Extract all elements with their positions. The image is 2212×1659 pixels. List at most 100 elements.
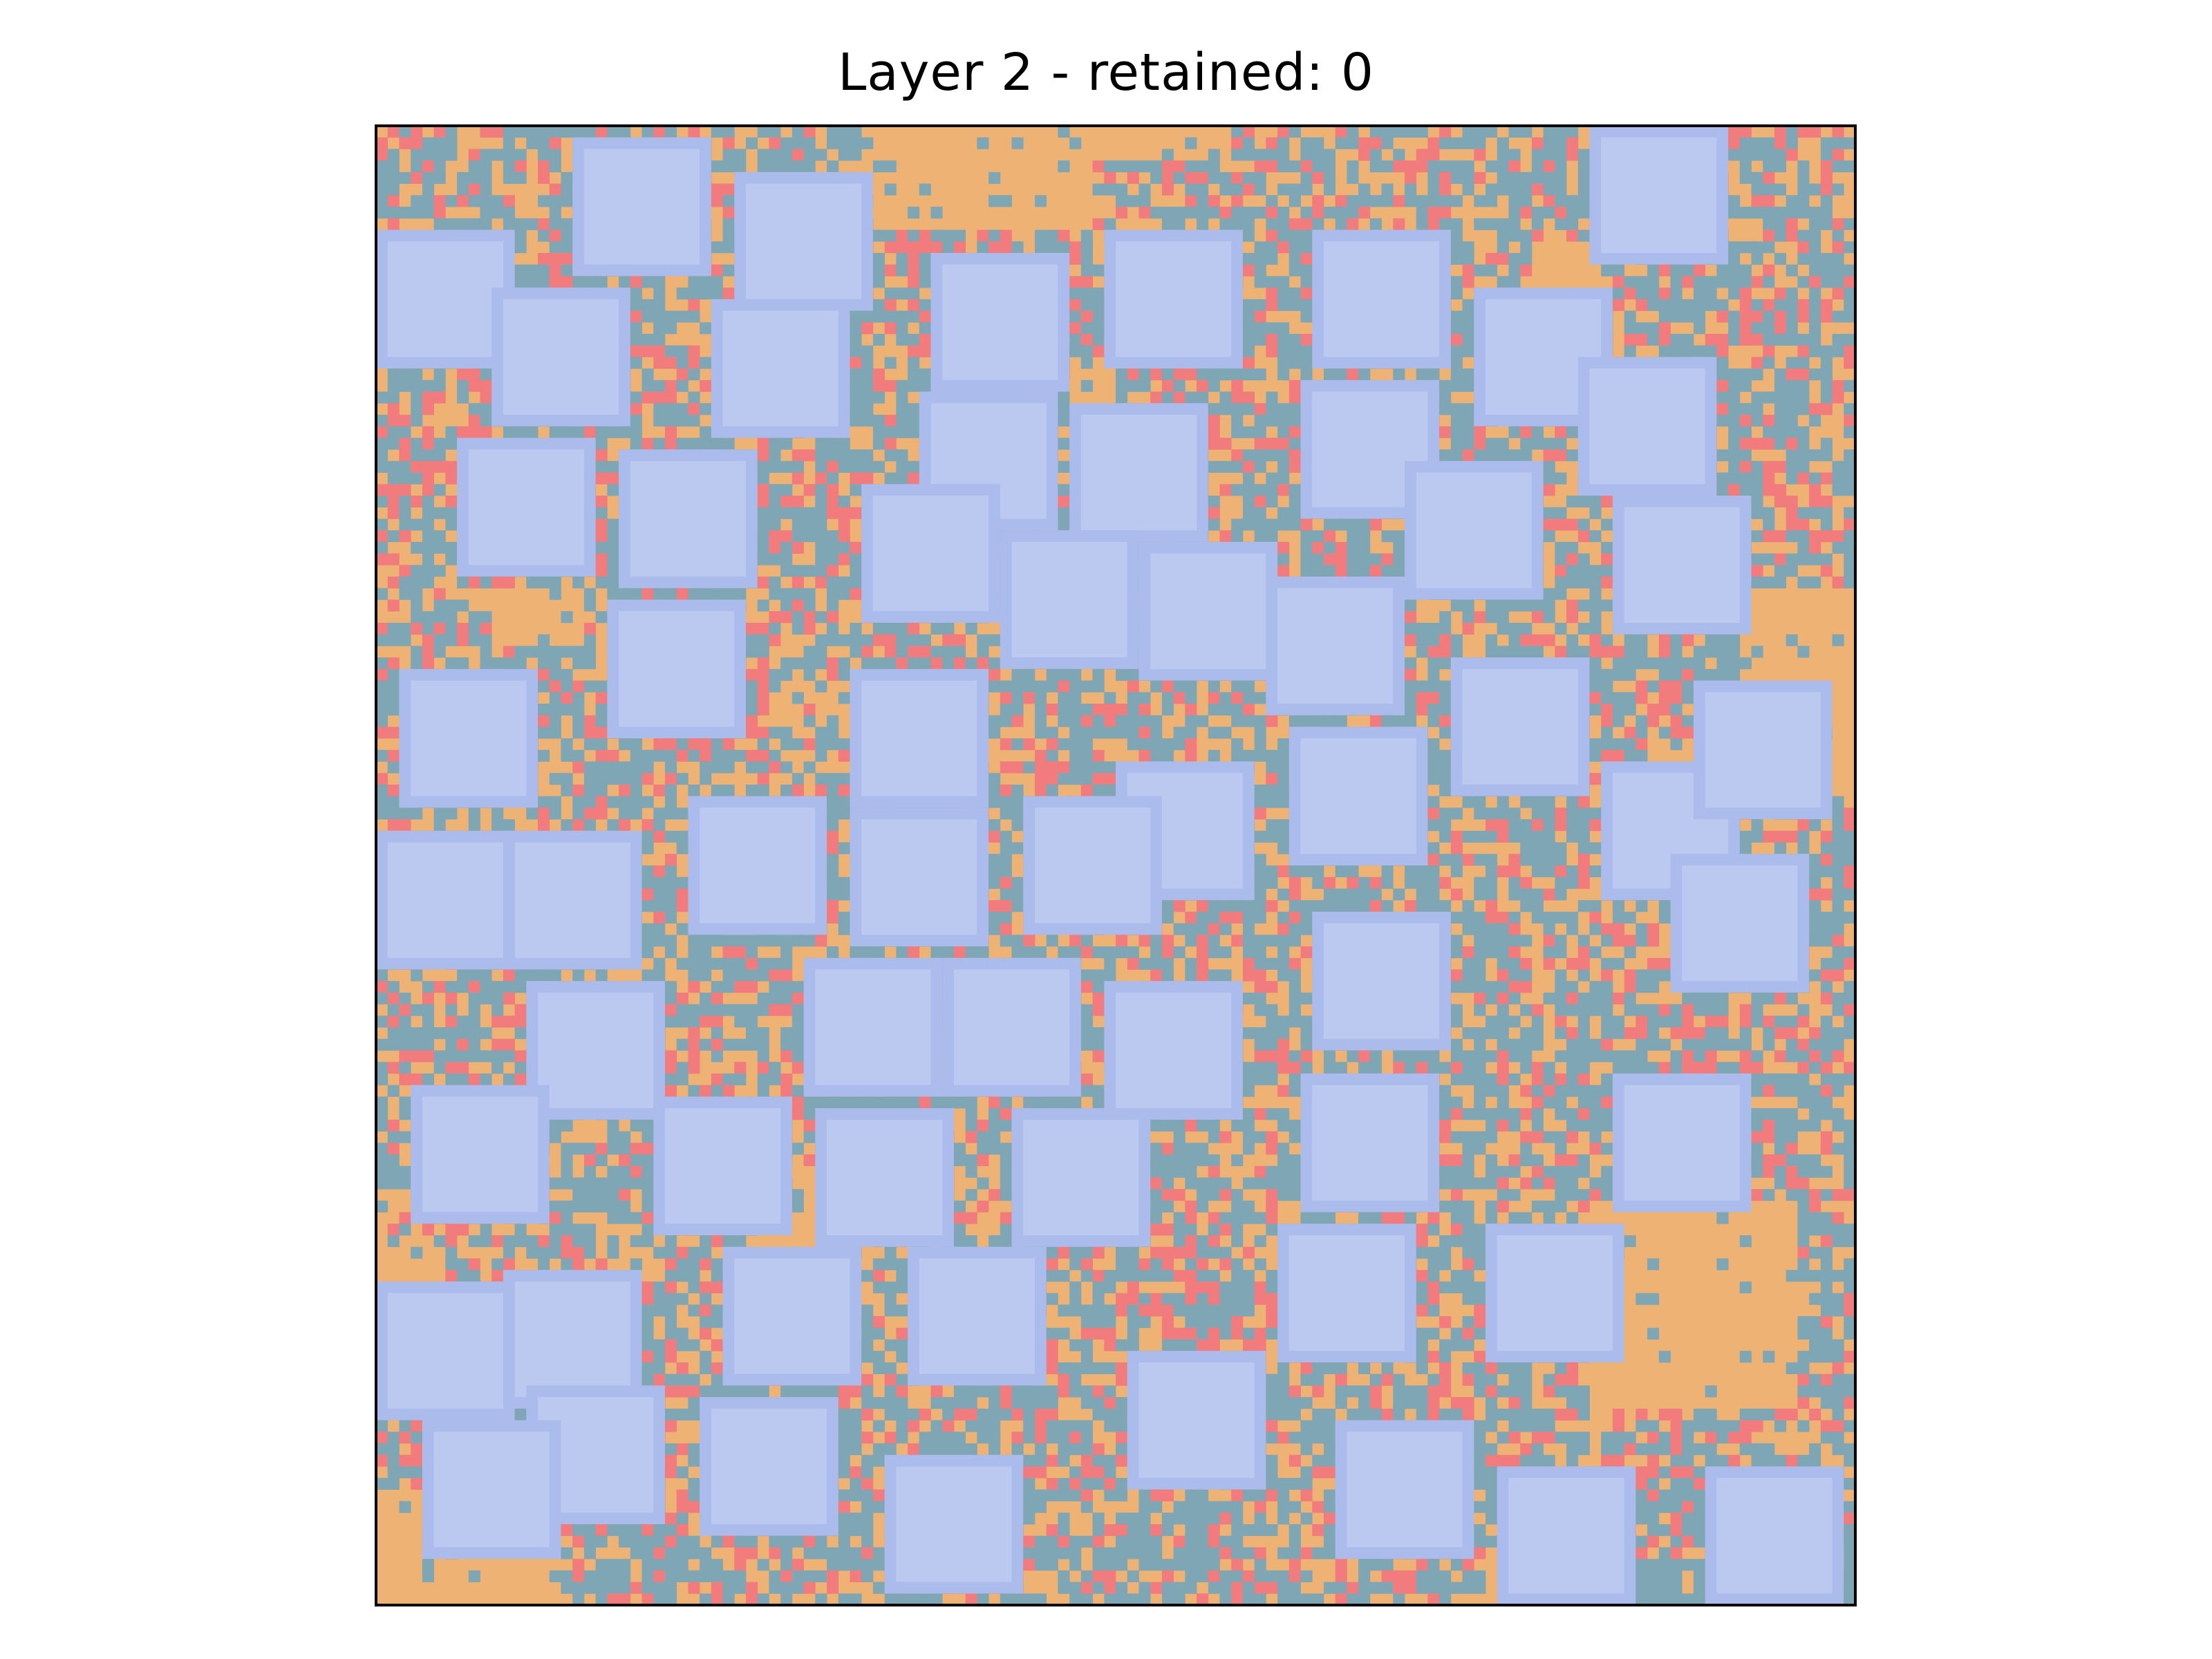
teal-cell-run (376, 807, 423, 820)
red-cell-run (1555, 646, 1567, 658)
red-cell-run (1185, 1212, 1197, 1224)
red-cell-run (1254, 1165, 1266, 1178)
red-cell-run (1277, 565, 1290, 577)
teal-cell-run (815, 449, 874, 462)
teal-cell-run (977, 1177, 989, 1190)
teal-cell-run (1080, 969, 1116, 982)
red-cell-run (1601, 496, 1613, 508)
red-cell-run (1555, 1073, 1567, 1086)
teal-cell-run (1751, 391, 1810, 404)
teal-cell-run (526, 137, 550, 149)
red-cell-run (549, 1212, 561, 1224)
teal-cell-run (1555, 935, 1567, 947)
red-cell-run (1566, 599, 1579, 612)
teal-cell-run (1058, 126, 1070, 138)
teal-cell-run (1751, 322, 1775, 335)
teal-cell-run (1058, 160, 1070, 173)
teal-cell-run (1127, 703, 1139, 716)
red-cell-run (1566, 229, 1579, 242)
red-cell-run (1647, 935, 1660, 947)
teal-cell-run (595, 715, 608, 727)
teal-cell-run (676, 357, 688, 369)
teal-cell-run (1785, 126, 1798, 138)
teal-cell-run (376, 541, 388, 554)
red-cell-run (1751, 276, 1763, 288)
red-cell-run (1254, 1293, 1278, 1305)
teal-cell-run (491, 1062, 504, 1074)
teal-cell-run (1427, 842, 1440, 854)
red-cell-run (1658, 634, 1671, 646)
teal-cell-run (1763, 1027, 1775, 1040)
red-cell-run (1658, 1004, 1671, 1016)
red-cell-run (1277, 1038, 1290, 1051)
teal-cell-run (1300, 541, 1313, 554)
teal-cell-run (641, 276, 666, 288)
teal-cell-run (896, 391, 908, 404)
teal-cell-run (1266, 1281, 1278, 1293)
red-cell-run (1219, 1224, 1232, 1236)
teal-cell-run (1254, 727, 1266, 739)
teal-cell-run (1555, 1004, 1613, 1016)
teal-cell-run (1543, 923, 1555, 935)
teal-cell-run (1635, 981, 1660, 993)
red-cell-run (1138, 703, 1151, 716)
teal-cell-run (1150, 1200, 1174, 1212)
red-cell-run (722, 288, 735, 300)
red-cell-run (1763, 1165, 1775, 1178)
teal-cell-run (1624, 634, 1648, 646)
red-cell-run (1774, 496, 1798, 508)
red-cell-run (445, 1062, 469, 1074)
teal-cell-run (884, 1293, 897, 1305)
teal-cell-run (700, 773, 712, 785)
teal-cell-run (1150, 1212, 1163, 1224)
red-cell-run (1566, 1027, 1579, 1040)
teal-cell-run (1208, 969, 1232, 982)
teal-cell-run (526, 1246, 561, 1259)
teal-cell-run (433, 1235, 446, 1248)
red-cell-run (1844, 276, 1855, 288)
teal-cell-run (1577, 553, 1590, 565)
teal-cell-run (884, 357, 897, 369)
red-cell-run (1254, 496, 1266, 508)
teal-cell-run (1797, 1004, 1810, 1016)
teal-cell-run (1497, 622, 1533, 635)
red-cell-run (1785, 1165, 1798, 1178)
teal-cell-run (676, 1004, 769, 1016)
teal-cell-run (1555, 888, 1567, 901)
teal-cell-run (1369, 1050, 1382, 1062)
teal-cell-run (1797, 646, 1810, 658)
red-cell-run (538, 252, 573, 265)
red-cell-run (1266, 137, 1278, 149)
teal-cell-run (526, 807, 538, 820)
teal-cell-run (1555, 577, 1602, 589)
teal-cell-run (1242, 299, 1266, 311)
red-cell-run (653, 738, 677, 751)
teal-cell-run (1543, 126, 1579, 138)
teal-cell-run (1682, 1038, 1752, 1051)
teal-cell-run (988, 854, 1012, 866)
teal-cell-run (653, 322, 677, 335)
teal-cell-run (1416, 218, 1428, 230)
teal-cell-run (930, 1096, 977, 1109)
teal-cell-run (1820, 1189, 1833, 1201)
teal-cell-run (1161, 149, 1174, 161)
teal-cell-run (1208, 1131, 1220, 1143)
teal-cell-run (1844, 553, 1855, 565)
red-cell-run (688, 1027, 700, 1040)
teal-cell-run (780, 761, 793, 774)
red-cell-run (769, 541, 781, 554)
red-cell-run (1832, 149, 1844, 161)
teal-cell-run (1555, 969, 1567, 982)
teal-cell-run (422, 496, 434, 508)
teal-cell-run (1277, 969, 1301, 982)
teal-cell-run (433, 368, 446, 381)
teal-cell-run (376, 1015, 388, 1028)
teal-cell-run (827, 472, 839, 485)
red-cell-run (780, 496, 804, 508)
red-cell-run (1266, 1143, 1278, 1155)
teal-cell-run (1058, 518, 1070, 531)
teal-cell-run (583, 784, 608, 797)
red-cell-run (977, 229, 989, 242)
red-cell-run (1288, 957, 1301, 970)
red-cell-run (1577, 1200, 1590, 1212)
